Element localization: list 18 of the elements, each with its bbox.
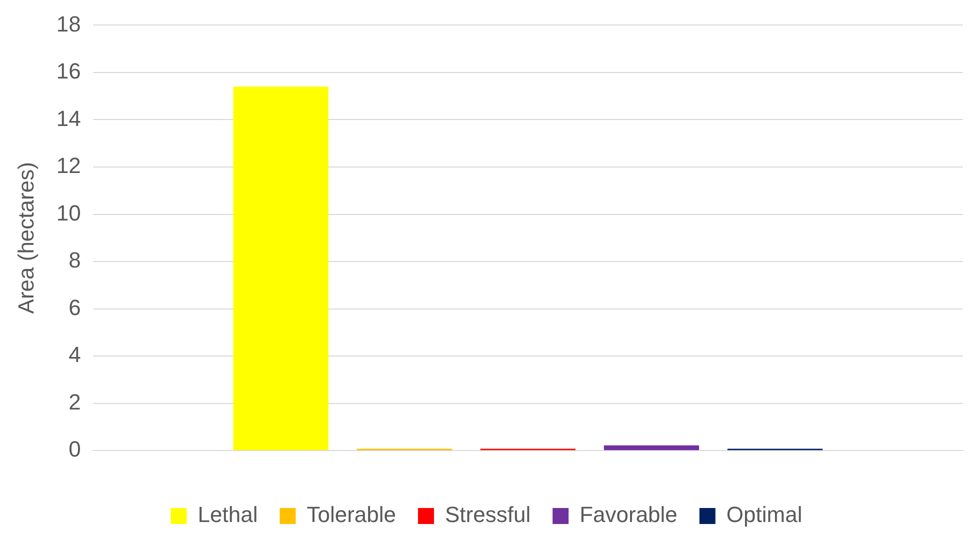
bar (233, 86, 328, 450)
y-tick-label: 0 (68, 436, 81, 462)
legend-label: Optimal (726, 502, 802, 528)
y-tick-label: 14 (56, 106, 81, 131)
y-tick-label: 4 (68, 342, 81, 368)
y-tick-label: 6 (68, 294, 81, 320)
legend-label: Tolerable (306, 502, 396, 528)
y-tick-label: 18 (56, 11, 81, 36)
y-tick-label: 8 (68, 248, 81, 273)
y-tick-label: 10 (56, 200, 81, 226)
legend-label: Favorable (580, 502, 678, 528)
legend-label: Lethal (198, 502, 258, 528)
y-tick-label: 2 (68, 389, 81, 414)
bar (604, 445, 700, 450)
y-tick-label: 12 (56, 153, 81, 178)
y-axis-title: Area (hectares) (13, 162, 38, 314)
y-tick-label: 16 (56, 58, 81, 84)
legend-label: Stressful (445, 502, 531, 528)
